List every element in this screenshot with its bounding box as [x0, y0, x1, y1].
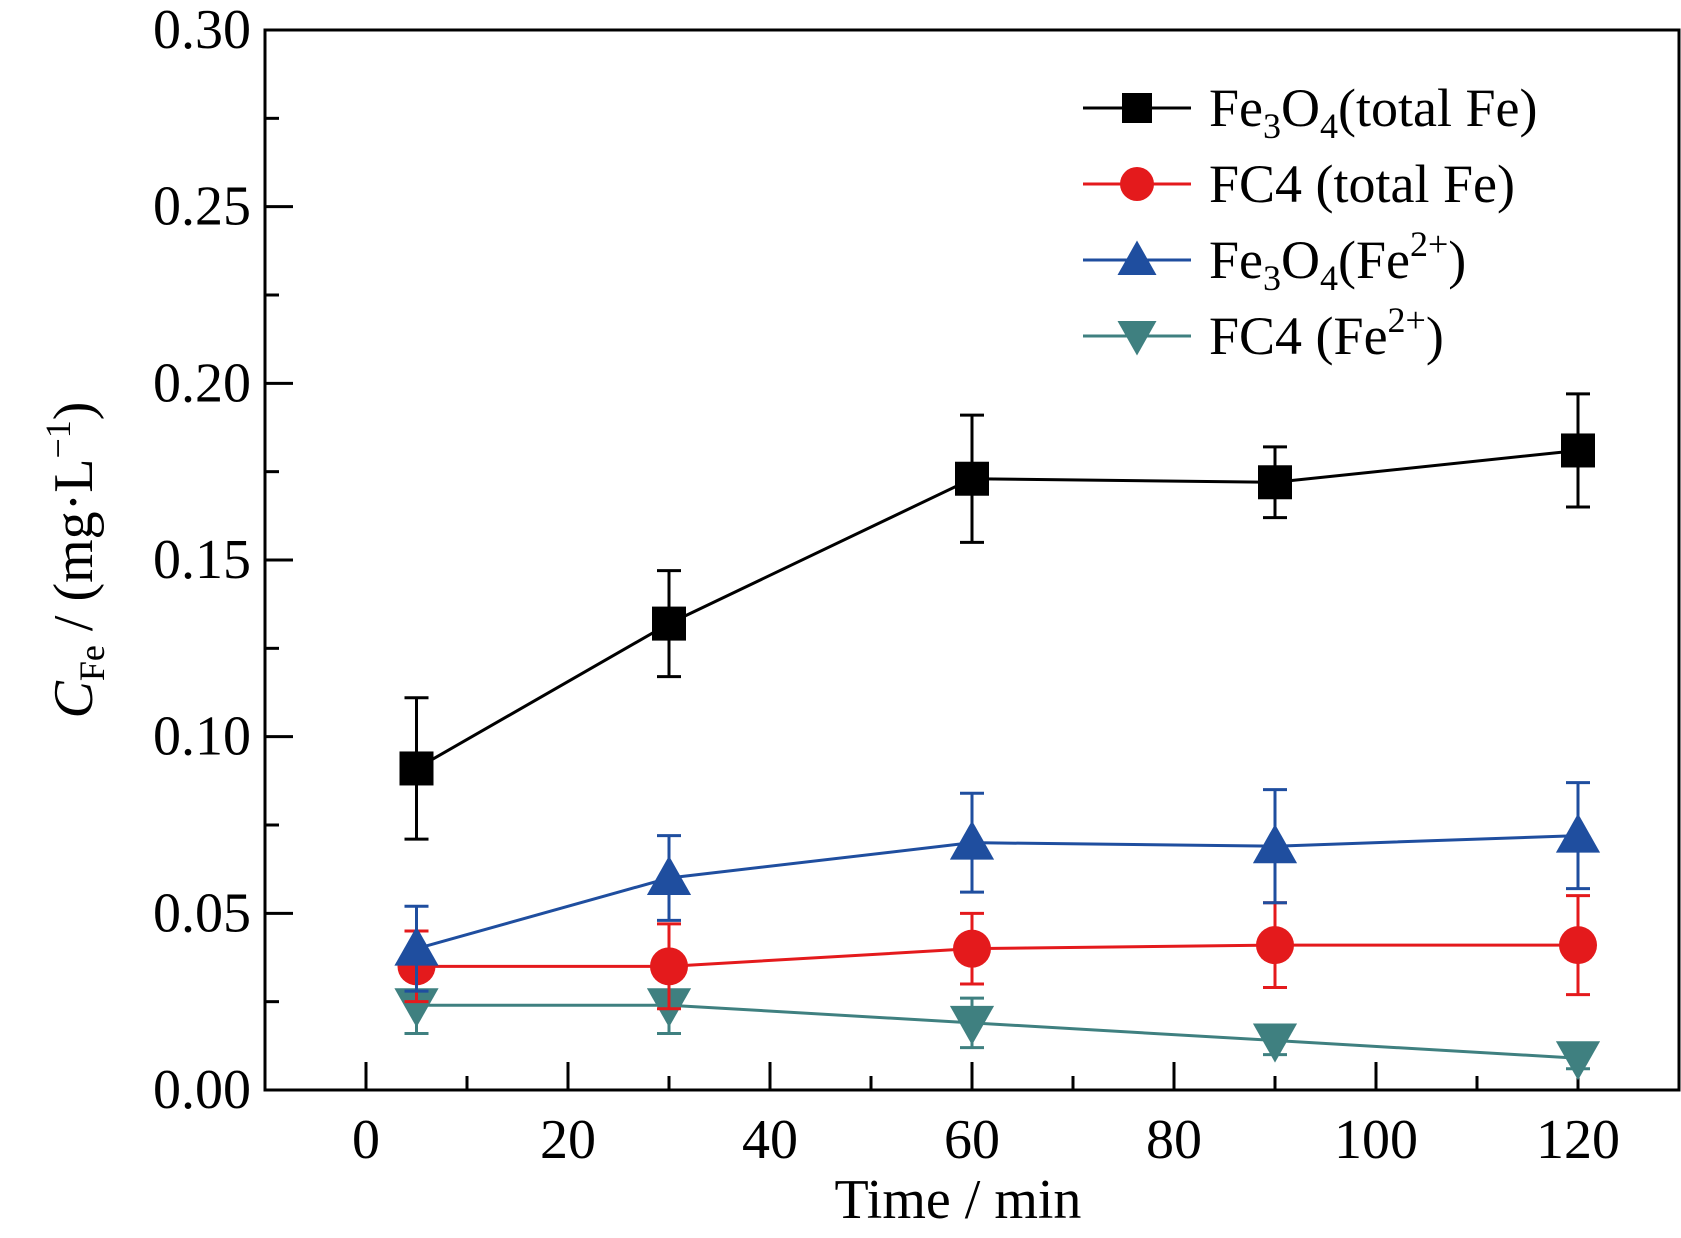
y-title-subscript: Fe: [72, 645, 112, 681]
data-point: [1555, 1041, 1601, 1081]
x-tick-label: 100: [1334, 1109, 1418, 1171]
legend-label-part: FC4 (total Fe): [1209, 154, 1515, 214]
legend-label-part: 3: [1263, 106, 1281, 146]
data-point: [1256, 926, 1294, 965]
data-point: [1252, 824, 1298, 864]
series-square: [399, 392, 1595, 841]
x-tick-label: 40: [742, 1109, 798, 1171]
y-title-text: / (mg·L: [43, 458, 105, 645]
y-axis-title-text: CFe / (mg·L−1): [38, 402, 112, 719]
y-tick-label: 0.25: [153, 176, 251, 238]
legend-label-part: 2+: [1388, 300, 1426, 340]
y-tick-label: 0.00: [153, 1059, 251, 1121]
x-tick-label: 0: [352, 1109, 380, 1171]
legend-item: FC4 (Fe2+): [1083, 300, 1444, 366]
y-tick-label: 0.10: [153, 706, 251, 768]
x-tick-label: 20: [540, 1109, 596, 1171]
y-title-close: ): [43, 402, 105, 421]
series-line: [415, 448, 1579, 770]
legend-label-part: O: [1281, 78, 1320, 138]
legend-label-part: (Fe: [1338, 230, 1410, 290]
y-title-symbol: C: [43, 680, 105, 718]
legend-label-part: Fe: [1209, 78, 1263, 138]
legend-marker: [1122, 93, 1152, 123]
series-triangle-up: [394, 781, 1601, 993]
y-tick-label: 0.30: [153, 0, 251, 61]
legend-label-part: O: [1281, 230, 1320, 290]
legend-label-part: Fe: [1209, 230, 1263, 290]
x-axis-title: Time / min: [835, 1169, 1082, 1231]
legend-label: Fe3O4(Fe2+): [1209, 224, 1466, 298]
y-tick-label: 0.20: [153, 352, 251, 414]
x-tick-label: 80: [1146, 1109, 1202, 1171]
data-point: [399, 751, 434, 786]
data-point: [652, 606, 686, 641]
legend-item: FC4 (total Fe): [1083, 154, 1515, 214]
legend-label-part: FC4 (Fe: [1209, 306, 1388, 366]
data-point: [650, 947, 688, 986]
legend-marker: [1120, 167, 1154, 201]
legend-item: Fe3O4(Fe2+): [1083, 224, 1466, 298]
series-line: [416, 943, 1578, 968]
legend-label-part: ): [1448, 230, 1466, 290]
data-point: [394, 926, 439, 966]
legend-label-part: 3: [1263, 258, 1281, 298]
data-point: [1252, 1023, 1298, 1063]
y-axis-title: CFe / (mg·L−1): [38, 402, 112, 719]
series-triangle-down: [394, 975, 1601, 1081]
y-title-superscript: −1: [38, 420, 78, 458]
y-tick-label: 0.05: [153, 882, 251, 944]
data-point: [1555, 813, 1601, 853]
data-point: [1561, 433, 1595, 468]
x-tick-label: 120: [1536, 1109, 1620, 1171]
data-point: [949, 1005, 995, 1045]
legend-marker: [1117, 321, 1157, 356]
x-axis: 0 20 40 60 80 100 120: [263, 1062, 1620, 1171]
legend-label: FC4 (Fe2+): [1209, 300, 1444, 366]
data-point: [1559, 926, 1597, 965]
legend-label: FC4 (total Fe): [1209, 154, 1515, 214]
legend-label-part: 4: [1320, 106, 1338, 146]
legend-label-part: ): [1426, 306, 1444, 366]
legend: Fe3O4(total Fe)FC4 (total Fe)Fe3O4(Fe2+)…: [1083, 78, 1537, 366]
legend-label-part: 2+: [1410, 224, 1448, 264]
data-point: [394, 988, 439, 1028]
data-point: [646, 855, 692, 895]
series-line: [416, 834, 1579, 951]
x-tick-label: 60: [944, 1109, 1000, 1171]
legend-label-part: (total Fe): [1338, 78, 1537, 138]
series-line: [416, 1003, 1579, 1060]
data-point: [953, 929, 991, 968]
data-point: [955, 461, 989, 496]
legend-label-part: 4: [1320, 258, 1338, 298]
series-layer: [394, 392, 1601, 1081]
legend-label: Fe3O4(total Fe): [1209, 78, 1537, 146]
legend-marker: [1117, 240, 1157, 275]
y-tick-label: 0.15: [153, 529, 251, 591]
data-point: [949, 820, 995, 860]
legend-item: Fe3O4(total Fe): [1083, 78, 1537, 146]
data-point: [1258, 465, 1292, 500]
series-circle: [397, 894, 1597, 1011]
y-axis: 0.00 0.05 0.10 0.15 0.20 0.25 0.30: [153, 0, 293, 1121]
